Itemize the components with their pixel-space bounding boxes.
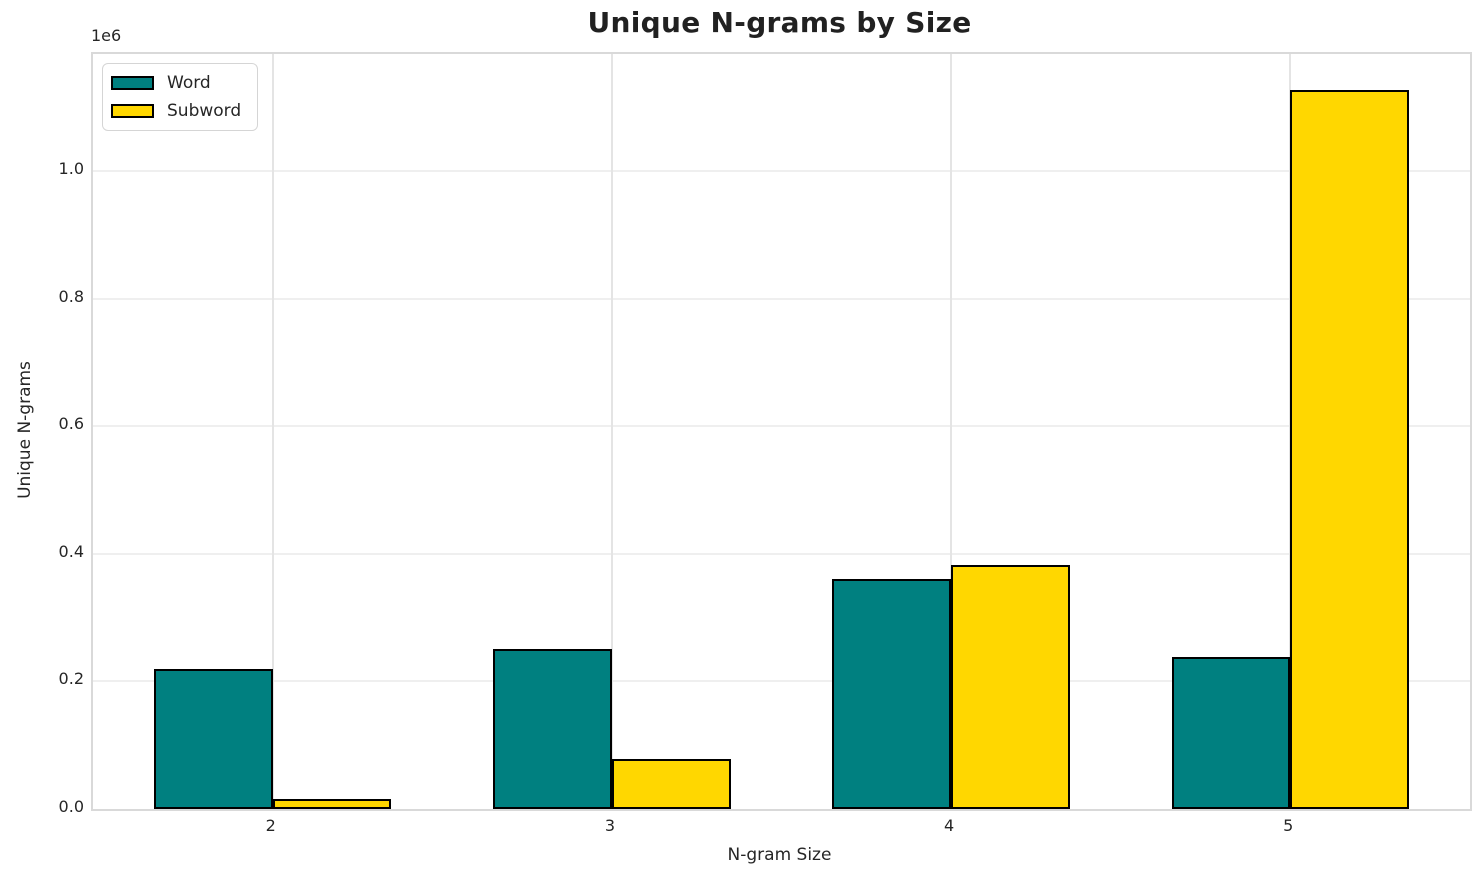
y-axis-offset-label: 1e6 — [91, 26, 122, 45]
x-tick-label: 2 — [265, 816, 276, 835]
bar-word-2 — [154, 668, 273, 809]
legend-swatch-word — [111, 76, 154, 90]
h-gridline — [93, 425, 1470, 428]
y-tick-label: 0.8 — [58, 286, 84, 306]
y-tick-label: 1.0 — [58, 159, 84, 179]
bar-subword-5 — [1290, 89, 1409, 809]
legend-item-word: Word — [111, 73, 241, 93]
bar-word-3 — [493, 648, 612, 809]
bar-subword-2 — [272, 799, 392, 809]
bar-subword-4 — [951, 564, 1070, 809]
h-gridline — [93, 680, 1470, 683]
v-gridline — [271, 54, 274, 809]
legend-swatch-subword — [111, 104, 154, 118]
legend-label-subword: Subword — [167, 101, 242, 121]
x-tick-label: 5 — [1283, 816, 1294, 835]
bar-subword-3 — [611, 759, 731, 809]
bar-word-4 — [832, 579, 952, 809]
chart-title: Unique N-grams by Size — [587, 6, 972, 39]
h-gridline — [93, 170, 1470, 173]
plot-area — [91, 52, 1472, 811]
legend-item-subword: Subword — [111, 101, 241, 121]
y-tick-label: 0.2 — [58, 669, 84, 689]
y-tick-label: 0.6 — [58, 414, 84, 434]
y-tick-label: 0.0 — [58, 797, 84, 816]
x-axis-label: N-gram Size — [727, 845, 832, 865]
x-tick-label: 4 — [943, 816, 955, 835]
y-tick-label: 0.4 — [58, 541, 84, 561]
x-tick-label: 3 — [604, 816, 615, 835]
legend-label-word: Word — [167, 73, 211, 93]
legend: Word Subword — [102, 63, 259, 131]
v-gridline — [950, 54, 953, 809]
h-gridline — [93, 552, 1470, 555]
h-gridline — [93, 297, 1470, 300]
v-gridline — [610, 54, 613, 809]
bar-word-5 — [1171, 657, 1291, 809]
